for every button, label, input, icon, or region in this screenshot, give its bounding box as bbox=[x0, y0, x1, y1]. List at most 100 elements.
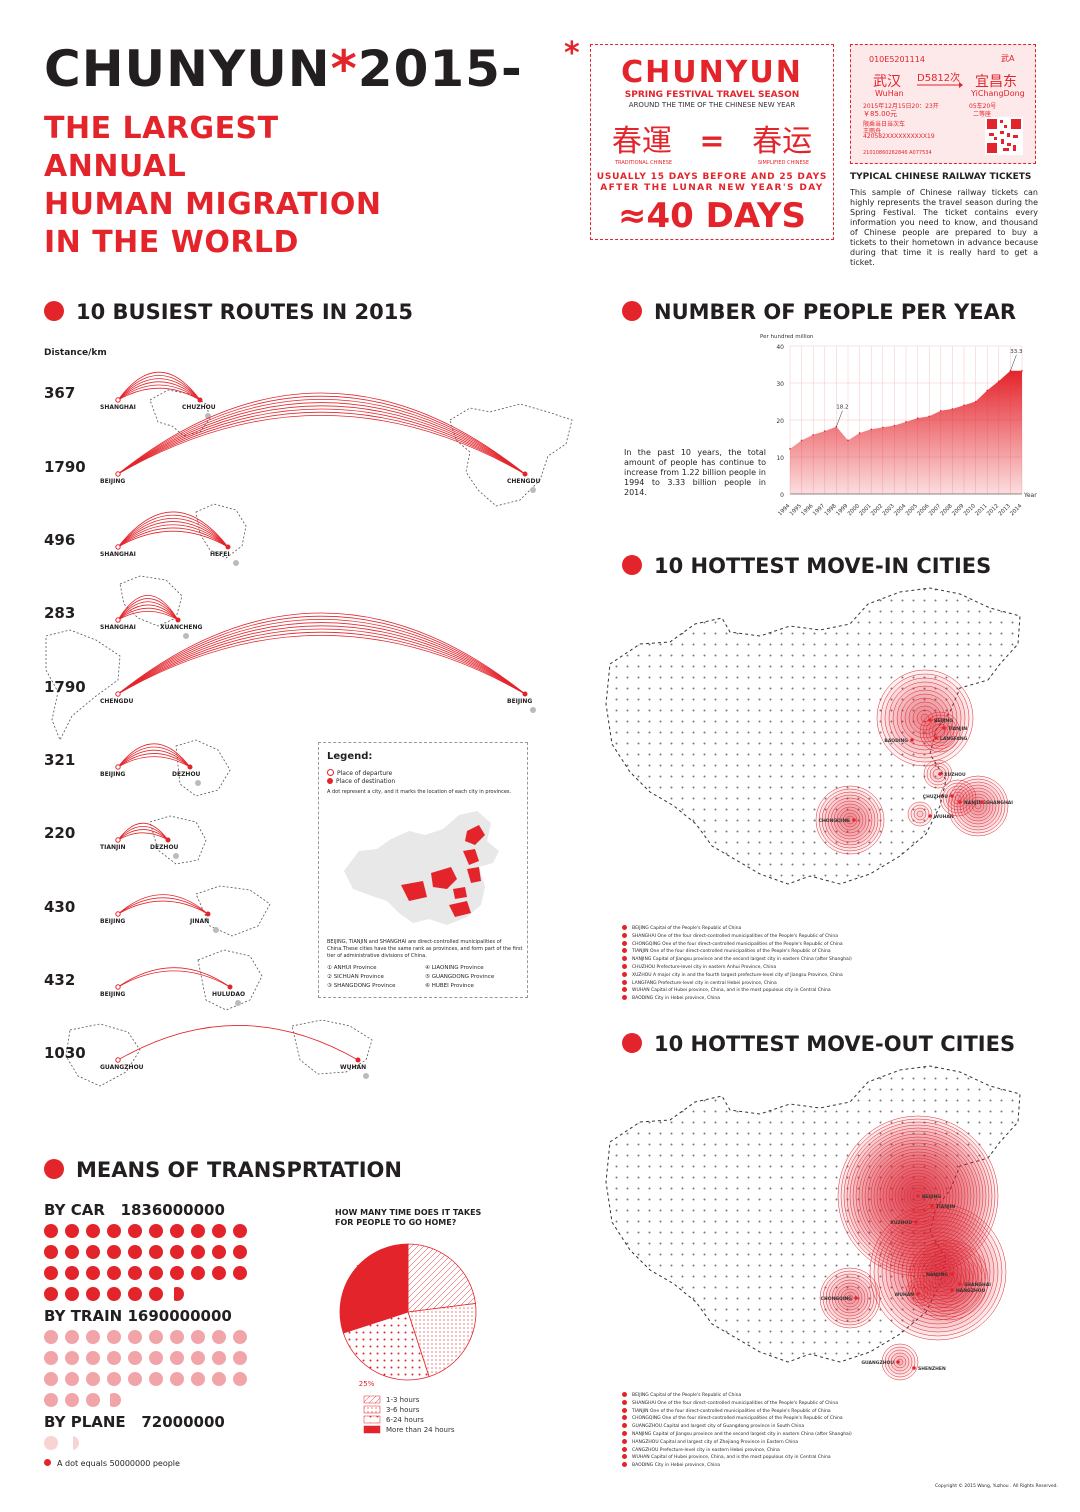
route-arc bbox=[117, 604, 179, 621]
person-dot bbox=[65, 1372, 79, 1386]
legend-municipal-note: BEIJING, TIANJIN and SHANGHAI are direct… bbox=[327, 939, 523, 959]
route-arc bbox=[117, 387, 201, 401]
heat-ring bbox=[945, 785, 971, 811]
person-dot bbox=[107, 1330, 121, 1344]
routes-legend: Legend: Place of departure Place of dest… bbox=[318, 742, 528, 998]
heat-ring bbox=[833, 803, 867, 837]
china-map-outline bbox=[605, 587, 1021, 885]
province-label: HUBEI Province bbox=[431, 983, 474, 989]
y-tick-label: 0 bbox=[780, 492, 784, 499]
route-arc bbox=[117, 756, 191, 768]
person-dot bbox=[107, 1393, 121, 1407]
city-note: BEIJING Capital of the People's Republic… bbox=[622, 925, 922, 933]
ticket-caption: TYPICAL CHINESE RAILWAY TICKETS bbox=[850, 172, 1032, 182]
person-dot bbox=[86, 1224, 100, 1238]
destination-marker bbox=[197, 397, 203, 403]
pie-title: HOW MANY TIME DOES IT TAKES FOR PEOPLE T… bbox=[335, 1208, 482, 1227]
city-label: BEIJING bbox=[922, 1194, 941, 1200]
route-arc bbox=[117, 524, 229, 548]
route-arc bbox=[117, 594, 179, 621]
person-dot bbox=[149, 1330, 163, 1344]
province-label: ANHUI Province bbox=[333, 965, 377, 971]
ticket-code: 010E5201114 bbox=[869, 55, 925, 64]
heat-ring bbox=[893, 1355, 907, 1369]
city-note: WUHAN Capital of Hubei province, China, … bbox=[622, 1454, 922, 1462]
city-dot bbox=[530, 707, 536, 713]
data-point bbox=[812, 434, 814, 436]
x-tick-label: 2012 bbox=[986, 503, 1000, 517]
province-item: ⑥ HUBEI Province bbox=[425, 983, 474, 989]
person-dot bbox=[44, 1372, 58, 1386]
route-distance: 1030 bbox=[44, 1044, 86, 1062]
heat-ring bbox=[907, 1239, 989, 1321]
move-out-title: 10 HOTTEST MOVE-OUT CITIES bbox=[654, 1032, 1016, 1056]
heat-ring bbox=[965, 793, 991, 819]
ticket-description: This sample of Chinese railway tickets c… bbox=[850, 188, 1038, 267]
destination-marker bbox=[175, 617, 181, 623]
person-dot bbox=[170, 1245, 184, 1259]
simplified-chinese: 春运 bbox=[752, 124, 813, 159]
person-dot bbox=[107, 1351, 121, 1365]
route-arc bbox=[117, 408, 526, 475]
city-marker bbox=[942, 726, 946, 730]
pie-value-label: 30% bbox=[356, 1264, 372, 1272]
person-dot bbox=[65, 1245, 79, 1259]
data-point bbox=[824, 430, 826, 432]
city-dot bbox=[530, 487, 536, 493]
city-label: BAODING bbox=[884, 738, 908, 744]
province-item: ② SICHUAN Province bbox=[327, 974, 384, 980]
heat-ring bbox=[905, 1277, 935, 1307]
route-to-label: CHENGDU bbox=[507, 478, 541, 485]
province-label: LIAONING Province bbox=[431, 965, 484, 971]
person-dot bbox=[212, 1245, 226, 1259]
heat-ring bbox=[907, 801, 933, 827]
route-arc bbox=[117, 511, 229, 548]
copyright: Copyright © 2015 Wang, Yuzhou . All Righ… bbox=[935, 1484, 1058, 1489]
person-dot bbox=[107, 1266, 121, 1280]
dot-icon bbox=[44, 1459, 51, 1466]
route-to-label: WUHAN bbox=[340, 1064, 367, 1071]
forty-days: ≈40 DAYS bbox=[617, 196, 807, 236]
person-dot bbox=[107, 1287, 121, 1301]
person-dot bbox=[65, 1266, 79, 1280]
person-dot bbox=[170, 1351, 184, 1365]
route-arc bbox=[117, 829, 169, 841]
destination-marker bbox=[205, 911, 211, 917]
section-bullet-icon bbox=[622, 1033, 642, 1053]
route-arc bbox=[117, 402, 526, 475]
subtitle: THE LARGEST ANNUAL HUMAN MIGRATION IN TH… bbox=[44, 110, 381, 262]
route-arc bbox=[117, 634, 526, 695]
legend-title: Legend: bbox=[327, 751, 373, 762]
legend-note: A dot represent a city, and it marks the… bbox=[327, 789, 512, 795]
route-from-label: CHENGDU bbox=[100, 698, 134, 705]
departure-marker bbox=[115, 1057, 121, 1063]
destination-marker bbox=[227, 984, 233, 990]
route-arc bbox=[117, 411, 526, 475]
city-label: SHENZHEN bbox=[918, 1366, 946, 1372]
route-to-label: BEIJING bbox=[507, 698, 533, 705]
route-arc bbox=[117, 530, 229, 548]
route-arc bbox=[117, 378, 201, 401]
route-arc bbox=[117, 826, 169, 841]
route-from-label: SHANGHAI bbox=[100, 624, 136, 631]
city-marker bbox=[854, 1296, 858, 1300]
route-arc bbox=[117, 967, 231, 988]
dot-footnote: A dot equals 50000000 people bbox=[44, 1459, 180, 1468]
x-tick-label: 2002 bbox=[870, 503, 884, 517]
route-from-label: BEIJING bbox=[100, 478, 126, 485]
pie-legend-swatch bbox=[363, 1395, 381, 1404]
person-dot bbox=[86, 1330, 100, 1344]
person-dot bbox=[65, 1393, 79, 1407]
data-point bbox=[998, 380, 1000, 382]
person-dot bbox=[233, 1330, 247, 1344]
heat-ring bbox=[842, 812, 858, 828]
city-note: BAODING City in Hebei province, China bbox=[622, 995, 922, 1003]
heat-ring bbox=[931, 1263, 965, 1297]
heat-ring bbox=[910, 1242, 986, 1318]
ticket-from-en: WuHan bbox=[875, 89, 904, 98]
heat-ring bbox=[934, 1266, 962, 1294]
dot-footnote-text: A dot equals 50000000 people bbox=[57, 1459, 180, 1468]
pie-legend-swatch bbox=[363, 1415, 381, 1424]
departure-icon bbox=[327, 769, 334, 776]
